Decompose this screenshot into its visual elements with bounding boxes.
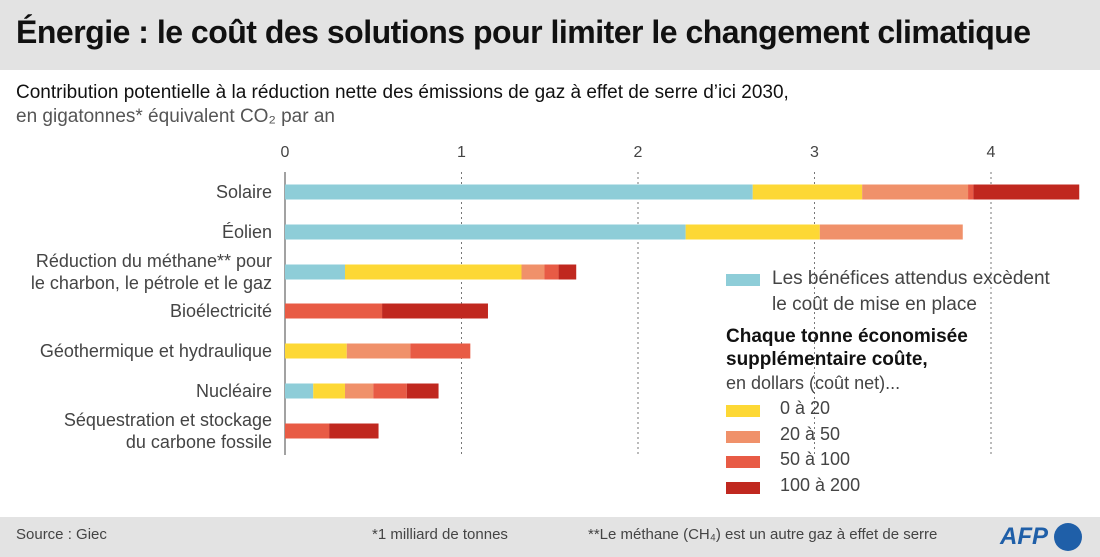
footer: Source : Giec *1 milliard de tonnes **Le… <box>0 517 1100 557</box>
category-label: Éolien <box>222 222 272 242</box>
legend-cost-heading: Chaque tonne économisée supplémentaire c… <box>726 325 1066 371</box>
bar-segment <box>285 303 383 319</box>
bar-segment <box>285 383 314 399</box>
category-label: Nucléaire <box>196 381 272 401</box>
chart-title: Énergie : le coût des solutions pour lim… <box>16 14 1031 50</box>
bar-segment <box>285 224 686 240</box>
bar-segment <box>345 264 522 280</box>
legend-item-label: 0 à 20 <box>780 398 831 418</box>
bar-segment <box>973 184 1080 200</box>
x-tick-label: 0 <box>281 144 290 161</box>
bar-segment <box>819 224 963 240</box>
afp-logo-dot <box>1054 523 1082 551</box>
bar-segment <box>285 264 346 280</box>
legend-item-swatch <box>726 405 760 417</box>
bar-segment <box>544 264 559 280</box>
legend-cost-sub: en dollars (coût net)... <box>726 373 901 393</box>
bar-segment <box>313 383 346 399</box>
chart-subtitle-units: en gigatonnes* équivalent CO₂ par an <box>16 106 335 127</box>
bar-segment <box>285 184 753 200</box>
footnote-methane: **Le méthane (CH₄) est un autre gaz à ef… <box>588 526 938 543</box>
bar-segment <box>329 423 379 439</box>
x-tick-label: 4 <box>987 144 996 161</box>
category-label: du carbone fossile <box>126 432 272 452</box>
bar-segment <box>345 383 374 399</box>
legend-benefit-line1: Les bénéfices attendus excèdent <box>772 268 1050 289</box>
afp-logo-text: AFP <box>1000 523 1048 550</box>
bar-segment <box>752 184 863 200</box>
bar-segment <box>685 224 820 240</box>
bar-segment <box>346 343 411 359</box>
category-label: le charbon, le pétrole et le gaz <box>31 273 272 293</box>
bar-segment <box>558 264 577 280</box>
bar-segment <box>410 343 471 359</box>
legend-benefit-swatch <box>726 274 760 286</box>
legend-item-swatch <box>726 456 760 468</box>
legend-benefit-label: Les bénéfices attendus excèdent le coût … <box>772 266 1100 318</box>
legend-cost-heading-line1: Chaque tonne économisée <box>726 326 968 347</box>
x-tick-label: 2 <box>634 144 643 161</box>
bar-chart: 0 1 2 3 4 Solaire Éolien Réduction du méthane**… <box>31 144 1080 455</box>
legend-item-label: 100 à 200 <box>780 474 861 495</box>
legend-item-swatch <box>726 481 760 494</box>
x-tick-label: 1 <box>457 144 466 161</box>
category-label: Bioélectricité <box>170 301 272 321</box>
bar-segment <box>373 383 407 399</box>
category-label: Géothermique et hydraulique <box>40 341 272 361</box>
category-label: Séquestration et stockage <box>64 410 272 430</box>
category-label: Réduction du méthane** pour <box>36 251 272 271</box>
bar-segment <box>285 423 330 439</box>
bar-segment <box>406 383 439 399</box>
legend-cost-heading-line2: supplémentaire coûte, <box>726 349 928 370</box>
legend-item-label: 20 à 50 <box>780 423 841 444</box>
bar-segment <box>862 184 969 200</box>
category-label: Solaire <box>216 182 272 202</box>
footnote-gigatonne: *1 milliard de tonnes <box>372 526 508 543</box>
legend-benefit-line2: le coût de mise en place <box>772 294 977 315</box>
chart-subtitle: Contribution potentielle à la réduction … <box>16 82 789 103</box>
legend-item-label: 50 à 100 <box>780 449 851 469</box>
source-note: Source : Giec <box>16 526 107 543</box>
title-bar <box>0 0 1100 70</box>
bar-segment <box>968 184 974 200</box>
x-tick-label: 3 <box>810 144 819 161</box>
legend-item-swatch <box>726 430 760 443</box>
bar-segment <box>382 303 488 319</box>
bar-segment <box>285 343 347 359</box>
bar-segment <box>521 264 545 280</box>
